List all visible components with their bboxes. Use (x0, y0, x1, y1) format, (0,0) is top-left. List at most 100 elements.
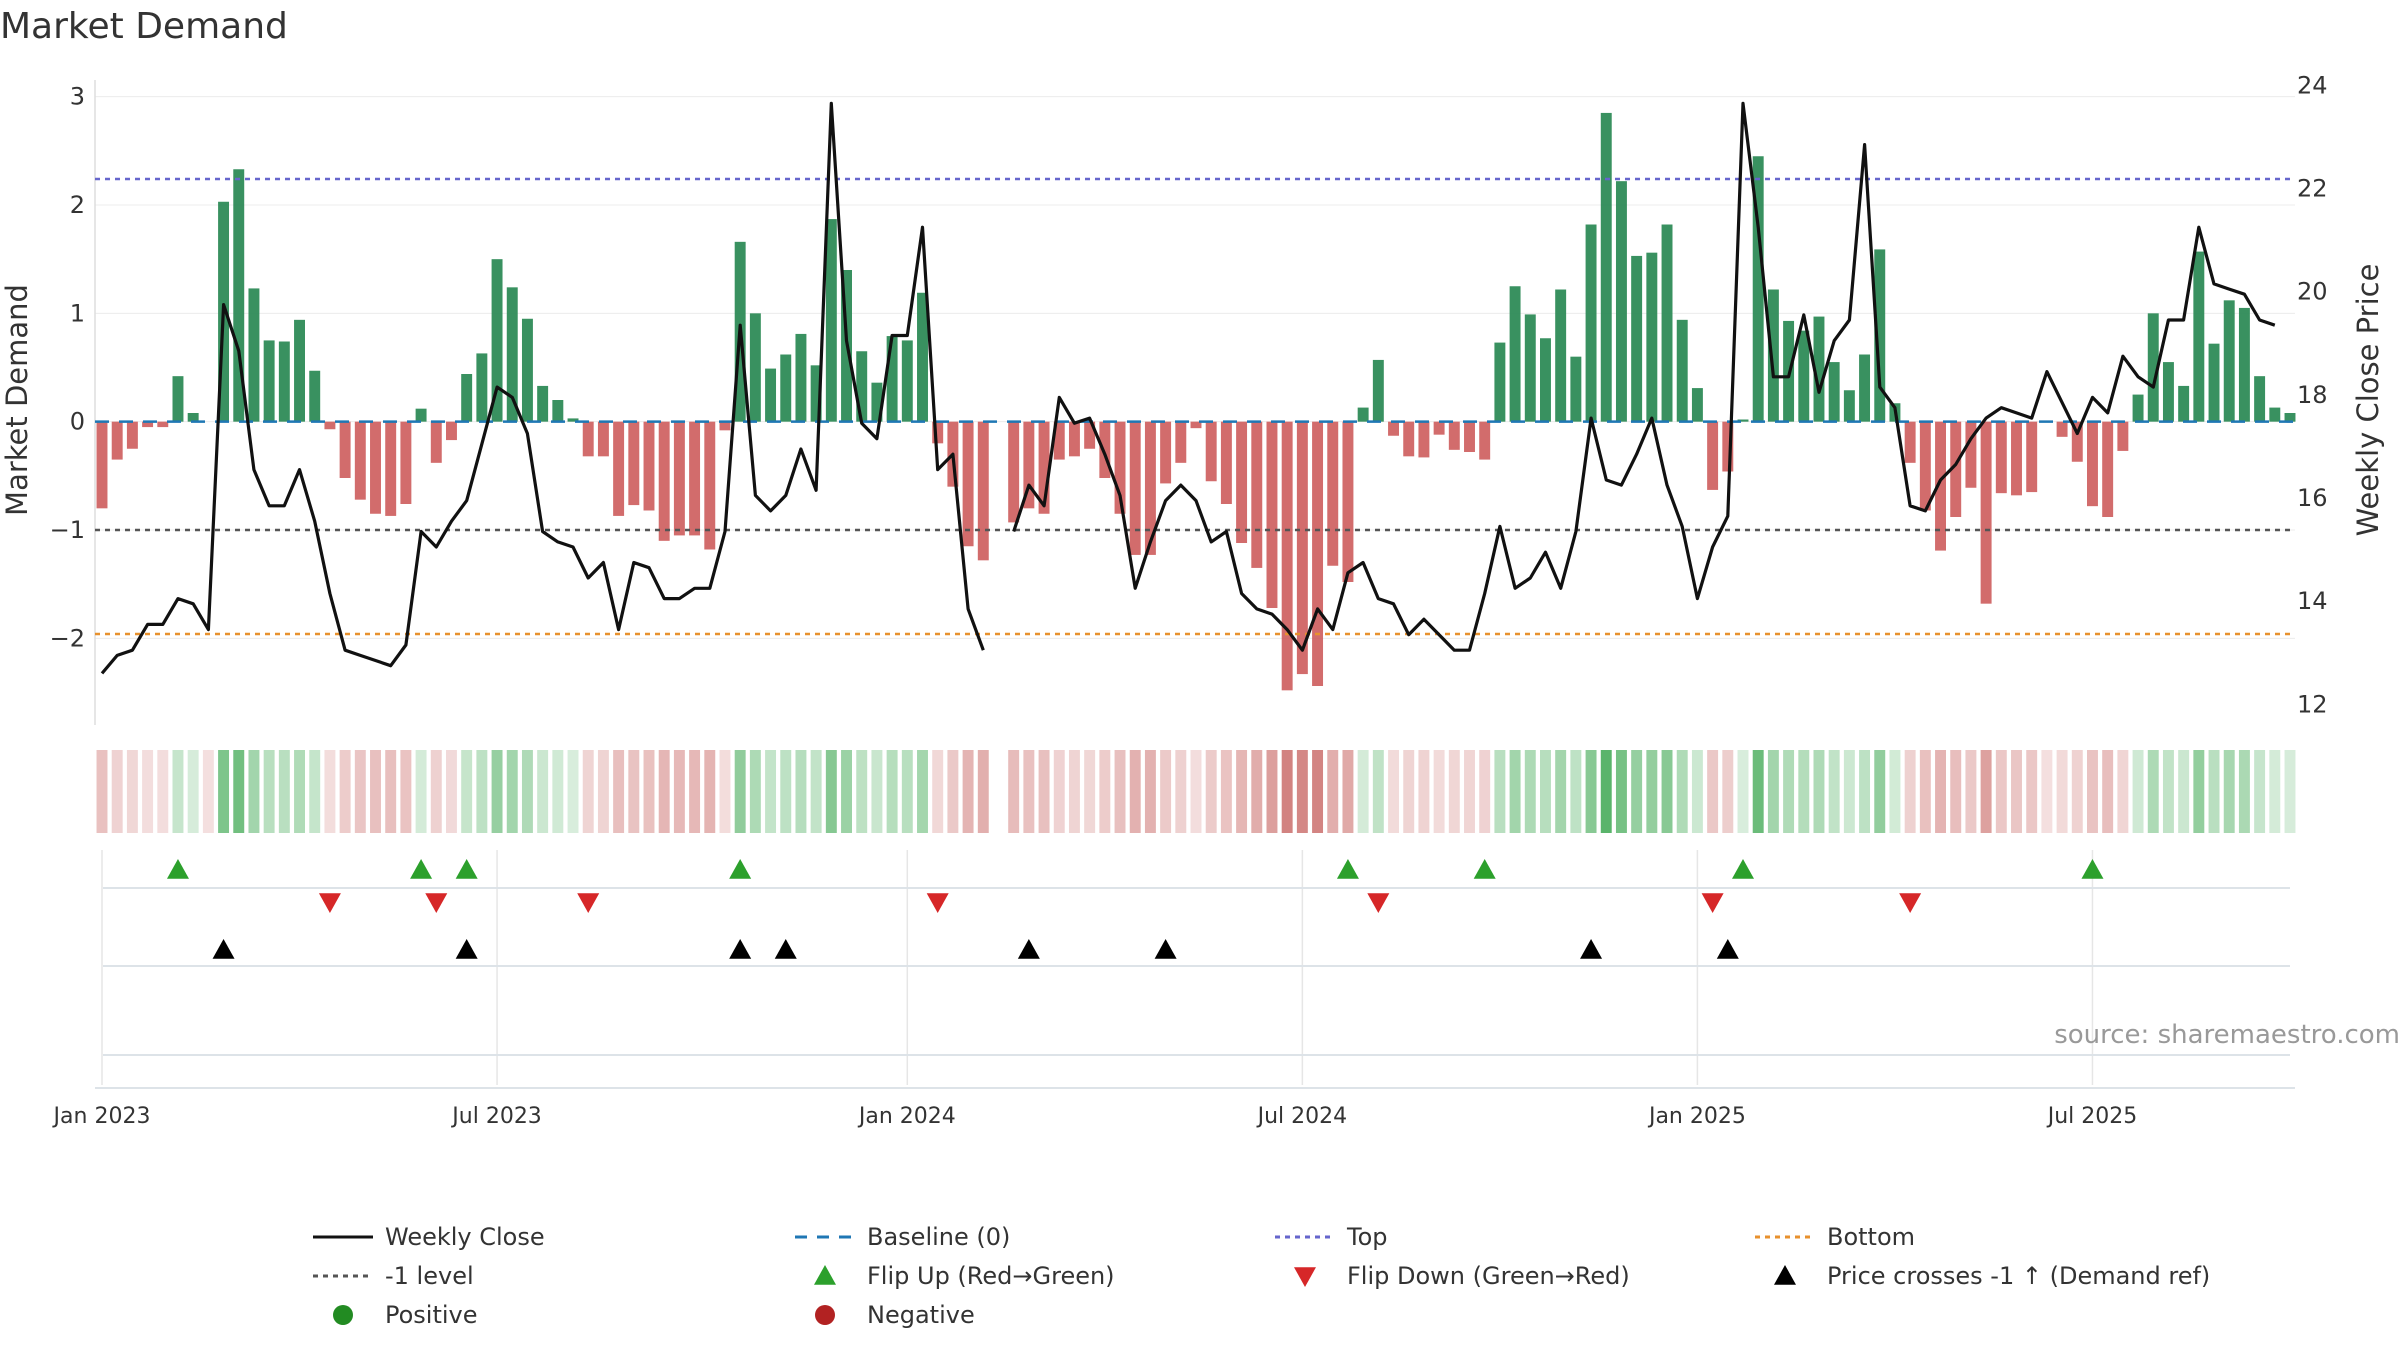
demand-bar (476, 353, 488, 422)
demand-bar (248, 288, 260, 422)
demand-bar (1570, 356, 1582, 422)
demand-bar (1615, 181, 1627, 422)
y2-tick-label: 18 (2297, 381, 2328, 409)
flip-up-marker (1336, 859, 1359, 879)
demand-bar (871, 382, 883, 422)
y2-tick-label: 12 (2297, 690, 2328, 718)
demand-bar (932, 421, 944, 444)
y2-tick-label: 24 (2297, 71, 2328, 99)
demand-bar (491, 259, 503, 422)
demand-bar (172, 376, 184, 422)
heat-strip-cell (628, 750, 640, 833)
heat-strip-cell (1494, 750, 1506, 833)
heat-strip-cell (2254, 750, 2266, 833)
heat-strip-cell (446, 750, 457, 833)
heat-strip-cell (430, 750, 442, 833)
heat-strip-cell (1509, 750, 1521, 833)
y2-tick-label: 16 (2297, 484, 2328, 512)
demand-bar (1205, 421, 1217, 482)
demand-bar (2269, 407, 2281, 422)
x-tick-label: Jan 2023 (52, 1104, 151, 1129)
heat-strip-cell (1357, 750, 1369, 833)
heat-strip-cell (1220, 750, 1232, 833)
heat-strip-cell (932, 750, 944, 833)
heat-strip-cell (2193, 750, 2205, 833)
demand-bar (2193, 251, 2205, 422)
demand-bar (1828, 362, 1840, 422)
legend-label: Flip Down (Green→Red) (1347, 1262, 1630, 1290)
heat-strip-cell (780, 750, 792, 833)
x-tick-label: Jan 2025 (1647, 1104, 1746, 1129)
demand-bar (2162, 362, 2174, 422)
heat-strip-cell (1433, 750, 1445, 833)
heat-strip-cell (263, 750, 275, 833)
heat-strip-cell (2132, 750, 2144, 833)
price-cross-marker (1017, 939, 1040, 959)
demand-bar (1008, 421, 1020, 523)
heat-strip-cell (1965, 750, 1977, 833)
heat-strip-cell (2117, 750, 2129, 833)
demand-bar (430, 421, 442, 463)
heat-strip-cell (1676, 750, 1688, 833)
heat-strip-cell (2178, 750, 2190, 833)
demand-bar (597, 421, 609, 457)
heat-strip-cell (400, 750, 412, 833)
demand-bar (1038, 421, 1050, 514)
demand-bar (613, 421, 625, 516)
heat-strip-cell (309, 750, 321, 833)
demand-bar (506, 287, 518, 422)
flip-up-marker (455, 859, 478, 879)
flip-up-marker (410, 859, 433, 879)
heat-strip-cell (1023, 750, 1035, 833)
demand-bar (294, 319, 305, 422)
heat-strip-cell (1904, 750, 1916, 833)
demand-bar (2254, 376, 2266, 422)
heat-strip-cell (385, 750, 397, 833)
heat-strip-cell (172, 750, 184, 833)
demand-bar (886, 336, 898, 422)
demand-bar (673, 421, 685, 536)
demand-bar (1509, 286, 1521, 422)
heat-strip-cell (1540, 750, 1551, 833)
weekly-close-line (100, 101, 2276, 675)
demand-bar (1175, 421, 1187, 463)
demand-bar (339, 421, 351, 478)
source-note: source: sharemaestro.com (2054, 1020, 2400, 1050)
heat-strip-cell (202, 750, 214, 833)
demand-bar (354, 421, 366, 500)
heat-strip-cell (1570, 750, 1582, 833)
heat-strip-cell (1585, 750, 1597, 833)
demand-bar (1418, 421, 1430, 458)
heat-strip-cell (1190, 750, 1202, 833)
demand-bar (1722, 421, 1734, 472)
heat-strip-cell (1175, 750, 1187, 833)
heat-strip-cell (1099, 750, 1111, 833)
demand-bar (1585, 224, 1597, 422)
demand-bar (2011, 421, 2022, 496)
demand-bar (582, 421, 594, 457)
demand-bar (2238, 307, 2250, 422)
heat-strip-cell (734, 750, 746, 833)
demand-bar (1220, 421, 1232, 504)
demand-bar (96, 421, 108, 509)
heat-strip-cell (126, 750, 138, 833)
demand-bar (1357, 407, 1369, 422)
heat-strip-cell (537, 750, 549, 833)
chart-title: Market Demand (0, 6, 288, 47)
demand-bar (1479, 421, 1491, 460)
demand-bar (111, 421, 123, 460)
heat-strip-cell (673, 750, 685, 833)
demand-bar (1068, 421, 1080, 457)
legend-swatch (1294, 1267, 1316, 1287)
demand-bar (749, 313, 761, 422)
demand-bar (977, 421, 989, 561)
heat-strip-cell (1327, 750, 1339, 833)
heat-strip-cell (248, 750, 260, 833)
heat-strip-cell (1388, 750, 1399, 833)
heat-strip-cell (2026, 750, 2038, 833)
demand-bar (1099, 421, 1111, 478)
demand-bar (2208, 343, 2220, 422)
demand-bar (643, 421, 655, 511)
demand-bar (1312, 421, 1324, 686)
demand-bar (1767, 289, 1779, 422)
